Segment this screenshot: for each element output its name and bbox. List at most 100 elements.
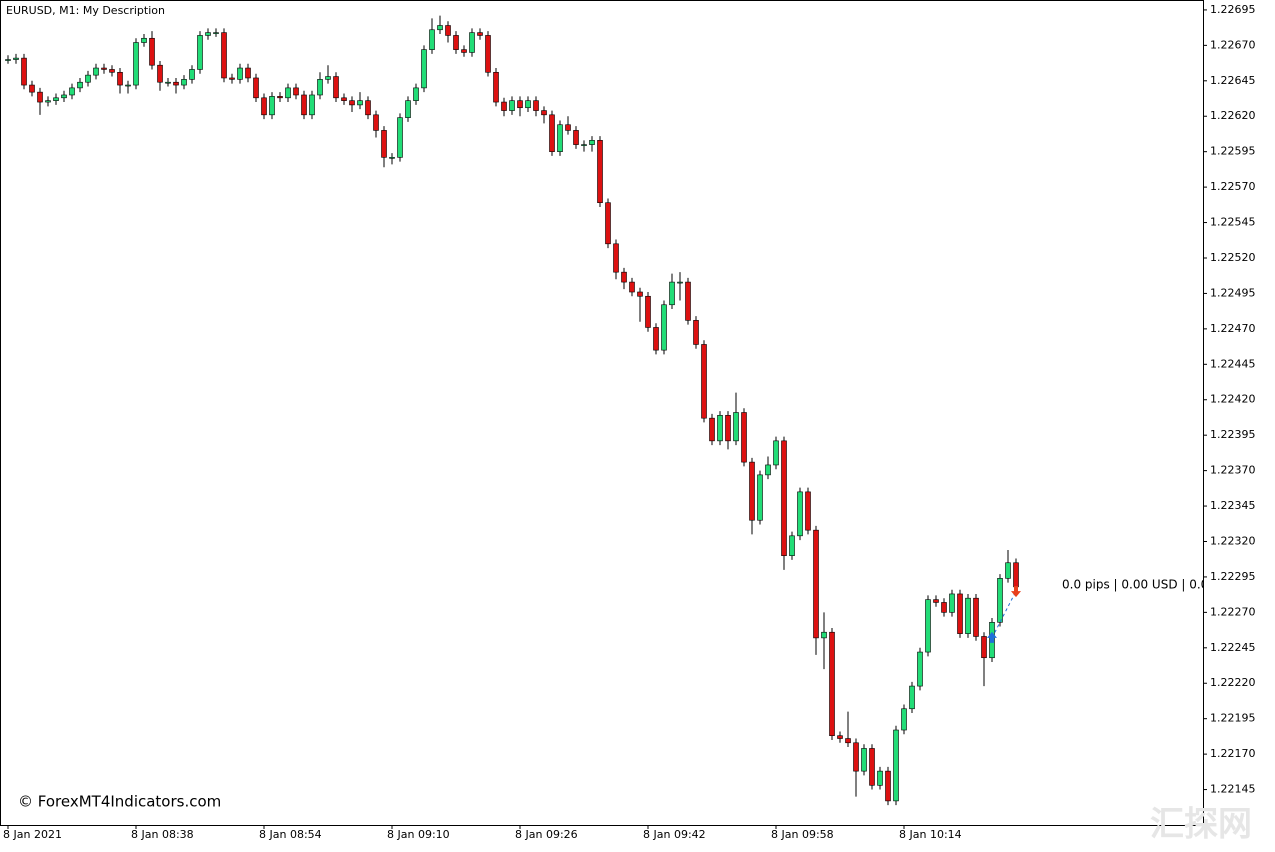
y-tick-label: 1.22620 [1210, 109, 1256, 122]
candle-body [53, 97, 59, 101]
trade-arrow [1011, 586, 1021, 598]
candle-body [517, 100, 523, 109]
y-tick-label: 1.22170 [1210, 747, 1256, 760]
candle-body [565, 124, 571, 131]
candle-body [837, 735, 843, 739]
candle-body [573, 130, 579, 145]
candle-body [469, 32, 475, 53]
candle-body [293, 87, 299, 96]
candle-body [549, 114, 555, 152]
y-tick-label: 1.22370 [1210, 464, 1256, 477]
candles [5, 15, 1021, 806]
candle-body [349, 100, 355, 106]
candle-body [957, 593, 963, 634]
candle-body [373, 114, 379, 131]
candle-body [173, 81, 179, 86]
candle-body [629, 281, 635, 293]
candle-body [365, 100, 371, 116]
candle-body [341, 97, 347, 101]
candle-body [29, 84, 35, 93]
candle-body [749, 461, 755, 521]
candle-body [69, 87, 75, 96]
candle-body [421, 49, 427, 89]
candle-body [621, 271, 627, 283]
candle-body [693, 320, 699, 345]
candle-body [437, 25, 443, 31]
x-tick-label: 8 Jan 09:10 [387, 828, 450, 841]
y-tick-label: 1.22645 [1210, 74, 1256, 87]
candle-body [709, 417, 715, 442]
candle-body [821, 631, 827, 639]
chart-title: EURUSD, M1: My Description [6, 4, 165, 17]
candle-body [877, 770, 883, 786]
candle-body [141, 37, 147, 43]
candle-body [949, 593, 955, 613]
candle-body [685, 281, 691, 321]
x-tick-label: 8 Jan 08:38 [131, 828, 194, 841]
y-tick-label: 1.22520 [1210, 251, 1256, 264]
candle-body [413, 87, 419, 101]
candle-body [885, 770, 891, 802]
candle-body [797, 491, 803, 537]
candle-body [645, 295, 651, 328]
candle-body [1005, 562, 1011, 579]
candle-body [677, 281, 683, 284]
y-tick-label: 1.22320 [1210, 534, 1256, 547]
candle-body [525, 100, 531, 109]
candle-body [93, 67, 99, 76]
y-tick-label: 1.22245 [1210, 641, 1256, 654]
candle-body [189, 69, 195, 80]
candle-body [1013, 562, 1019, 588]
y-tick-label: 1.22670 [1210, 38, 1256, 51]
y-tick-label: 1.22345 [1210, 499, 1256, 512]
candle-body [637, 291, 643, 297]
candle-body [861, 748, 867, 772]
y-tick-label: 1.22195 [1210, 712, 1256, 725]
candle-body [789, 535, 795, 556]
candle-body [277, 96, 283, 99]
candle-body [829, 631, 835, 736]
y-tick-label: 1.22220 [1210, 676, 1256, 689]
candle-body [333, 76, 339, 99]
candle-body [973, 597, 979, 637]
candle-body [781, 440, 787, 556]
y-tick-label: 1.22595 [1210, 145, 1256, 158]
candle-body [901, 708, 907, 731]
candle-body [37, 91, 43, 103]
candle-body [325, 76, 331, 80]
candle-body [165, 81, 171, 84]
candle-body [997, 578, 1003, 623]
candle-body [717, 415, 723, 442]
candle-body [613, 243, 619, 273]
watermark: © ForexMT4Indicators.com [18, 793, 221, 811]
candle-body [669, 281, 675, 306]
candle-body [845, 738, 851, 744]
candle-body [917, 651, 923, 687]
candle-body [157, 64, 163, 83]
candle-body [253, 77, 259, 99]
candle-body [45, 100, 51, 103]
candle-body [813, 529, 819, 639]
candle-body [149, 37, 155, 66]
candle-body [245, 67, 251, 79]
candle-body [389, 157, 395, 159]
candle-body [445, 25, 451, 36]
candle-body [557, 124, 563, 152]
candle-body [453, 35, 459, 50]
candle-body [125, 84, 131, 87]
candle-body [501, 101, 507, 111]
candle-body [773, 440, 779, 466]
x-tick-label: 8 Jan 09:26 [515, 828, 578, 841]
candle-body [213, 32, 219, 34]
candle-body [485, 35, 491, 73]
candle-body [733, 412, 739, 442]
candle-body [405, 100, 411, 118]
candle-body [317, 79, 323, 96]
candle-body [925, 599, 931, 653]
candle-body [461, 49, 467, 53]
candle-body [85, 74, 91, 83]
candle-body [605, 202, 611, 245]
candle-body [101, 67, 107, 70]
